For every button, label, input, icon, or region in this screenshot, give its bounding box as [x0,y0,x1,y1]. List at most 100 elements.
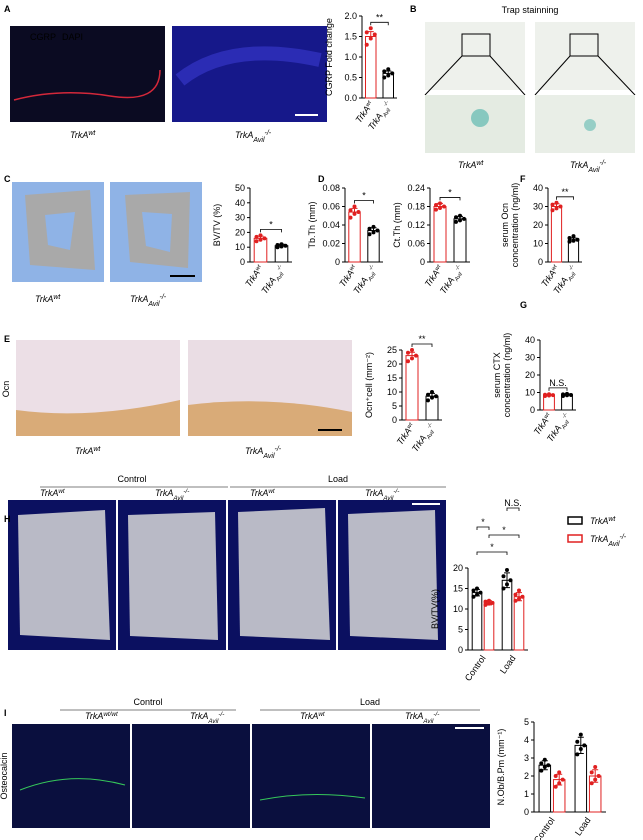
data-point [571,238,576,243]
panel-letter: E [4,334,10,344]
data-point [426,392,430,397]
panel-letter: D [318,174,325,184]
genotype-label: TrkAAvil-/- [245,446,282,460]
genotype-main: TrkA [235,130,253,140]
data-point [513,598,518,603]
significance-bracket [548,387,568,391]
genotype-sup: wt [88,130,96,137]
genotype-label: TrkAAvil-/- [410,421,439,455]
group-label: Control [117,474,146,484]
x-tick-label: Control [463,653,488,683]
micrograph [12,724,130,828]
genotype-sub: Avil [382,495,394,502]
data-point [279,242,284,247]
panel-letter: A [4,4,11,14]
y-tick-label: 0.02 [322,239,340,249]
y-tick-label: 15 [453,584,463,594]
data-point [458,213,462,218]
genotype-sup: wt [434,264,442,272]
data-point [458,218,462,223]
y-tick-label: 10 [525,388,535,398]
genotype-main: TrkA [590,516,608,526]
y-tick-label: 1.0 [344,52,357,62]
data-point [406,359,410,364]
micrograph [372,724,490,828]
genotype-main: TrkA [155,488,173,498]
stain-signal [471,109,489,127]
genotype-sup: wt [608,516,616,523]
data-point [554,206,559,211]
genotype-sup: wt [365,100,373,108]
significance-label: ** [418,334,426,344]
data-point [371,230,376,235]
x-tick-label: Load [498,653,518,675]
significance-label: ** [376,12,384,22]
data-point [550,208,555,213]
significance-bracket [476,551,508,555]
genotype-label: TrkAwt [458,160,484,171]
y-tick-label: 0.08 [322,183,340,193]
genotype-label: TrkAAvil-/- [235,130,272,144]
y-tick-label: 1 [524,789,529,799]
genotype-sub: Avil [425,429,436,441]
y-tick-label: 0 [240,257,245,267]
data-point [426,398,430,403]
bar [471,592,483,651]
y-axis-label: BV/TV(%) [430,589,440,629]
genotype-sup: wt [255,264,263,272]
data-point [254,234,259,239]
data-point [442,204,446,209]
y-tick-label: 0 [420,257,425,267]
data-point [462,216,466,221]
data-point [487,601,491,606]
y-axis-label: N.Ob/B.Pm (mm⁻¹) [496,729,506,806]
error-bar [409,351,415,356]
data-point [410,348,414,352]
genotype-label: TrkAAvil-/- [259,263,288,297]
genotype-sup: wt [543,412,551,420]
y-tick-label: 20 [525,370,535,380]
data-point [589,770,594,775]
data-point [578,732,583,737]
y-axis-label: concentration (ng/ml) [502,333,512,418]
data-point [438,201,442,206]
group-label: Load [328,474,348,484]
data-point [567,239,572,244]
significance-bracket [411,343,433,347]
y-axis-label: BV/TV (%) [212,204,222,247]
data-point [593,777,598,782]
y-tick-label: 0 [392,415,397,425]
bar [453,218,467,263]
data-point [430,395,434,400]
genotype-sup: wt [476,160,484,167]
error-bar [367,31,374,37]
data-point [258,233,263,238]
genotype-sup: -/- [218,711,224,718]
data-point [575,752,580,757]
data-point [560,777,565,782]
genotype-sup: wt [53,294,61,301]
y-tick-label: 2.0 [344,11,357,21]
genotype-label: TrkAwt [300,711,325,722]
panel-letter: B [410,4,417,14]
data-point [471,594,476,599]
panel-letter: F [520,174,526,184]
y-tick-label: 40 [525,335,535,345]
genotype-sub: Avil [587,167,600,174]
y-tick-label: 20 [235,227,245,237]
y-tick-label: 5 [392,401,397,411]
genotype-main: TrkA [405,711,423,721]
data-point [375,228,380,233]
genotype-label: TrkAAvil-/- [130,294,167,308]
data-point [565,391,569,396]
data-point [382,69,387,74]
data-point [390,71,395,76]
data-point [542,757,547,762]
micrograph [10,26,165,122]
genotype-sup: -/- [568,264,576,272]
data-point [571,234,576,239]
data-point [410,356,414,361]
data-point [356,210,361,215]
data-point [546,763,551,768]
data-point [367,226,372,231]
